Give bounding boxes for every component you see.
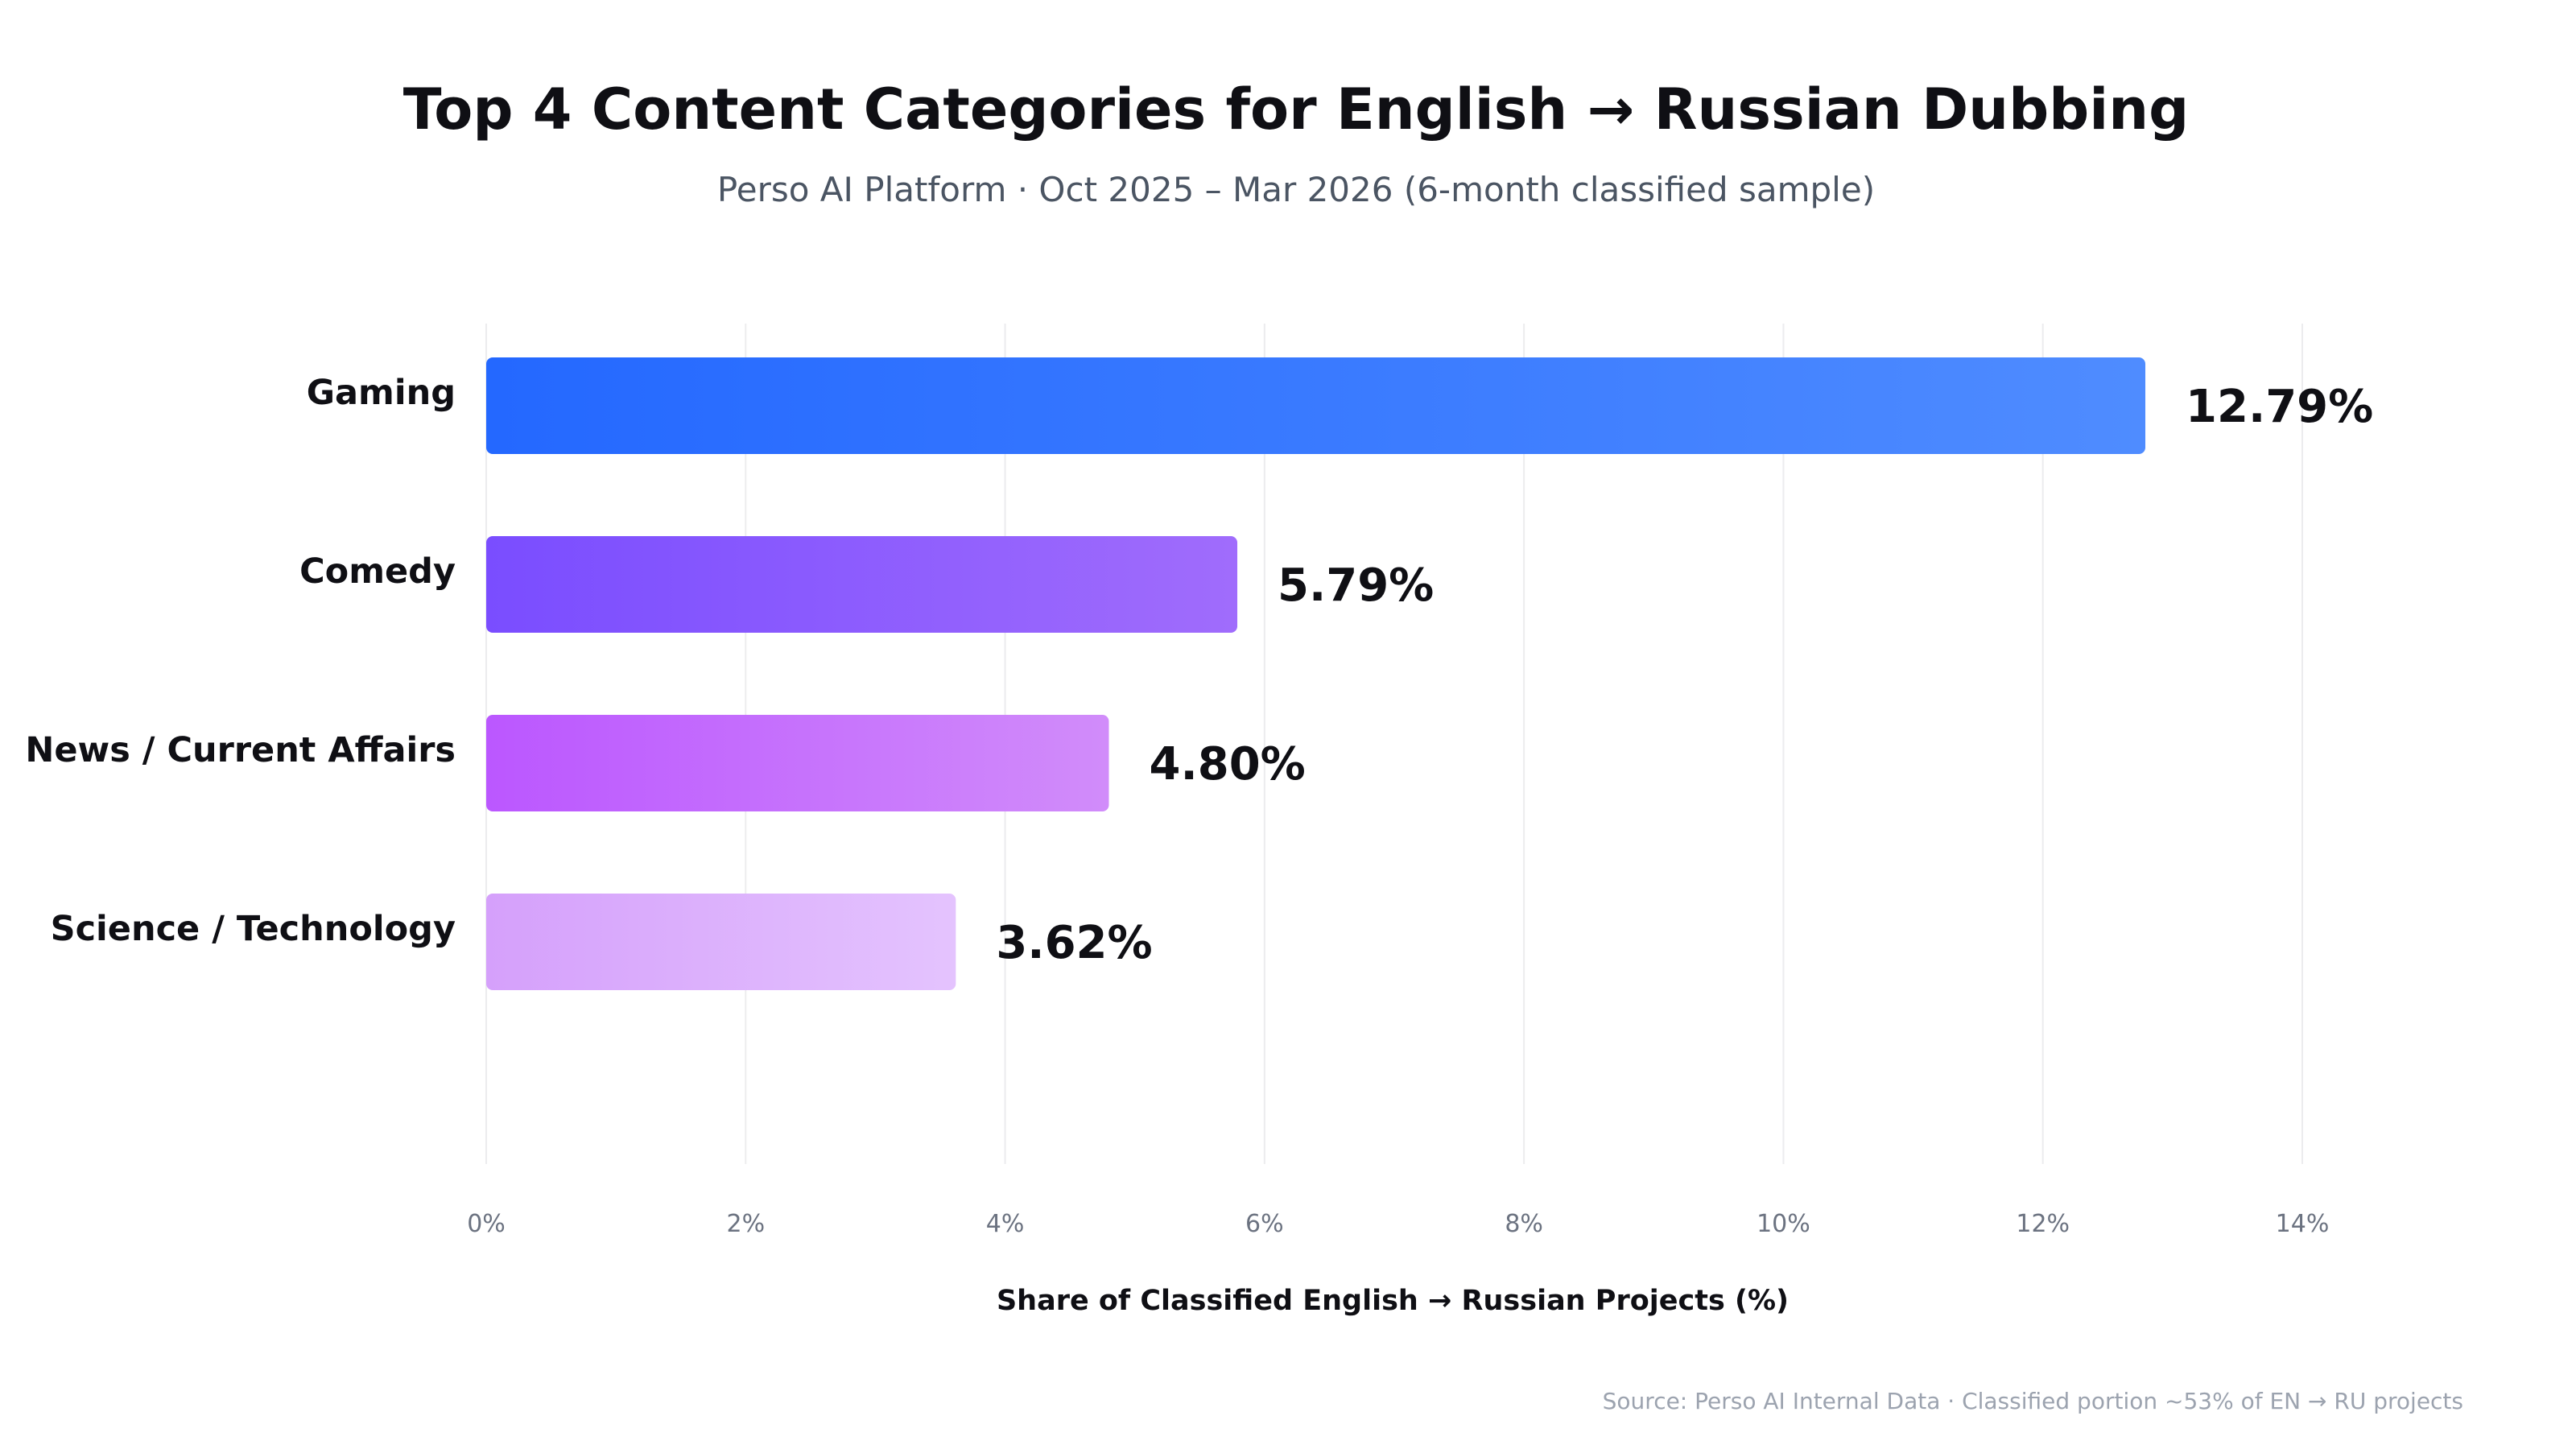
category-label: News / Current Affairs bbox=[25, 730, 456, 770]
x-tick-label: 0% bbox=[467, 1210, 506, 1238]
bar-value-label: 4.80% bbox=[1149, 738, 1305, 791]
category-label: Gaming bbox=[307, 373, 456, 413]
bar-value-label: 3.62% bbox=[996, 917, 1152, 969]
chart-subtitle: Perso AI Platform · Oct 2025 – Mar 2026 … bbox=[717, 170, 1875, 209]
x-tick-label: 8% bbox=[1505, 1210, 1543, 1238]
bar bbox=[486, 715, 1109, 811]
category-label: Science / Technology bbox=[51, 909, 456, 949]
source-note: Source: Perso AI Internal Data · Classif… bbox=[1603, 1388, 2463, 1414]
x-axis-label: Share of Classified English → Russian Pr… bbox=[997, 1285, 1789, 1317]
x-tick-label: 2% bbox=[726, 1210, 765, 1238]
chart-title: Top 4 Content Categories for English → R… bbox=[403, 76, 2189, 142]
bar bbox=[486, 894, 956, 990]
bars: Gaming 12.79% Comedy 5.79% News / Current Af… bbox=[25, 357, 2373, 990]
x-tick-label: 6% bbox=[1245, 1210, 1284, 1238]
x-tick-label: 14% bbox=[2276, 1210, 2330, 1238]
x-tick-label: 12% bbox=[2016, 1210, 2070, 1238]
category-label: Comedy bbox=[299, 551, 456, 592]
bar-value-label: 5.79% bbox=[1278, 559, 1434, 612]
x-tick-label: 4% bbox=[986, 1210, 1025, 1238]
bar bbox=[486, 536, 1238, 633]
bar-value-label: 12.79% bbox=[2186, 381, 2373, 433]
x-tick-label: 10% bbox=[1757, 1210, 1810, 1238]
x-axis-ticks: 0% 2% 4% 6% 8% 10% 12% 14% bbox=[467, 1210, 2329, 1238]
bar bbox=[486, 357, 2146, 454]
